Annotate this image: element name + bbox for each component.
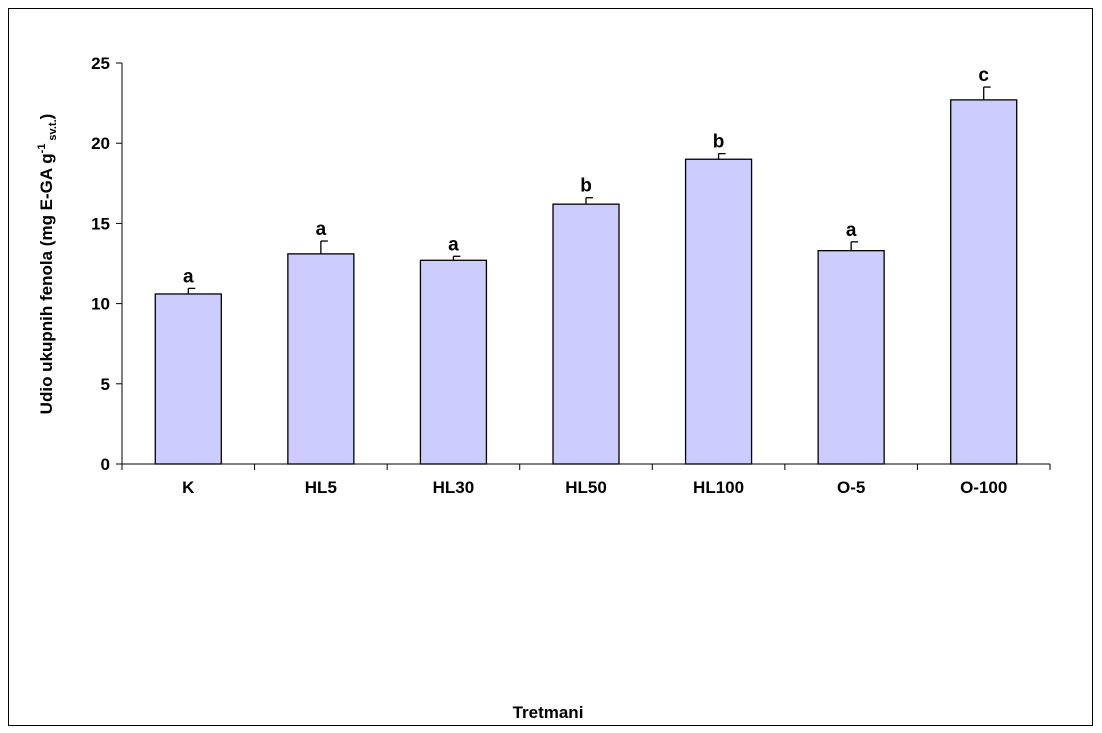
x-tick-label: HL100: [693, 478, 744, 497]
bar-o-100: [950, 99, 1018, 465]
significance-label: a: [448, 234, 459, 255]
bar-hl100: [684, 158, 753, 465]
x-tick-label: K: [182, 478, 195, 497]
x-tick-label: O-100: [960, 478, 1007, 497]
y-tick-label: 25: [91, 54, 110, 73]
y-tick-label: 5: [101, 375, 110, 394]
significance-label: c: [978, 65, 989, 86]
x-tick-label: HL5: [305, 478, 337, 497]
y-tick-label: 20: [91, 134, 110, 153]
x-tick-label: O-5: [837, 478, 865, 497]
bar-hl50: [552, 203, 620, 465]
y-tick-label: 0: [101, 455, 110, 474]
y-tick-label: 15: [91, 214, 110, 233]
y-axis: 0 5 10 15 20 25: [91, 54, 123, 474]
bar-hl30: [419, 259, 488, 465]
y-axis-title: Udio ukupnih fenola (mg E-GA g-1 sv.t.): [36, 114, 59, 415]
bar-k: [154, 293, 222, 465]
x-tick-label: HL30: [433, 478, 475, 497]
y-tick-label: 10: [91, 295, 110, 314]
y-axis-title-main: Udio ukupnih fenola (mg E-GA g: [37, 153, 56, 414]
significance-label: a: [316, 219, 327, 240]
significance-label: b: [713, 132, 725, 153]
bar-o-5: [817, 250, 885, 465]
significance-label: b: [580, 176, 592, 197]
bar-hl5: [287, 253, 355, 465]
y-axis-title-close: ): [37, 114, 56, 120]
y-axis-title-sub: sv.t.: [47, 119, 59, 140]
significance-label: a: [846, 220, 857, 241]
bars: a a a b b a c: [154, 65, 1018, 465]
x-axis: K HL5 HL30 HL50 HL100 O-5 O-100: [121, 463, 1051, 497]
significance-label: a: [183, 266, 194, 287]
y-axis-title-sup: -1: [36, 144, 48, 154]
x-axis-title: Tretmani: [513, 703, 584, 722]
x-tick-label: HL50: [565, 478, 607, 497]
